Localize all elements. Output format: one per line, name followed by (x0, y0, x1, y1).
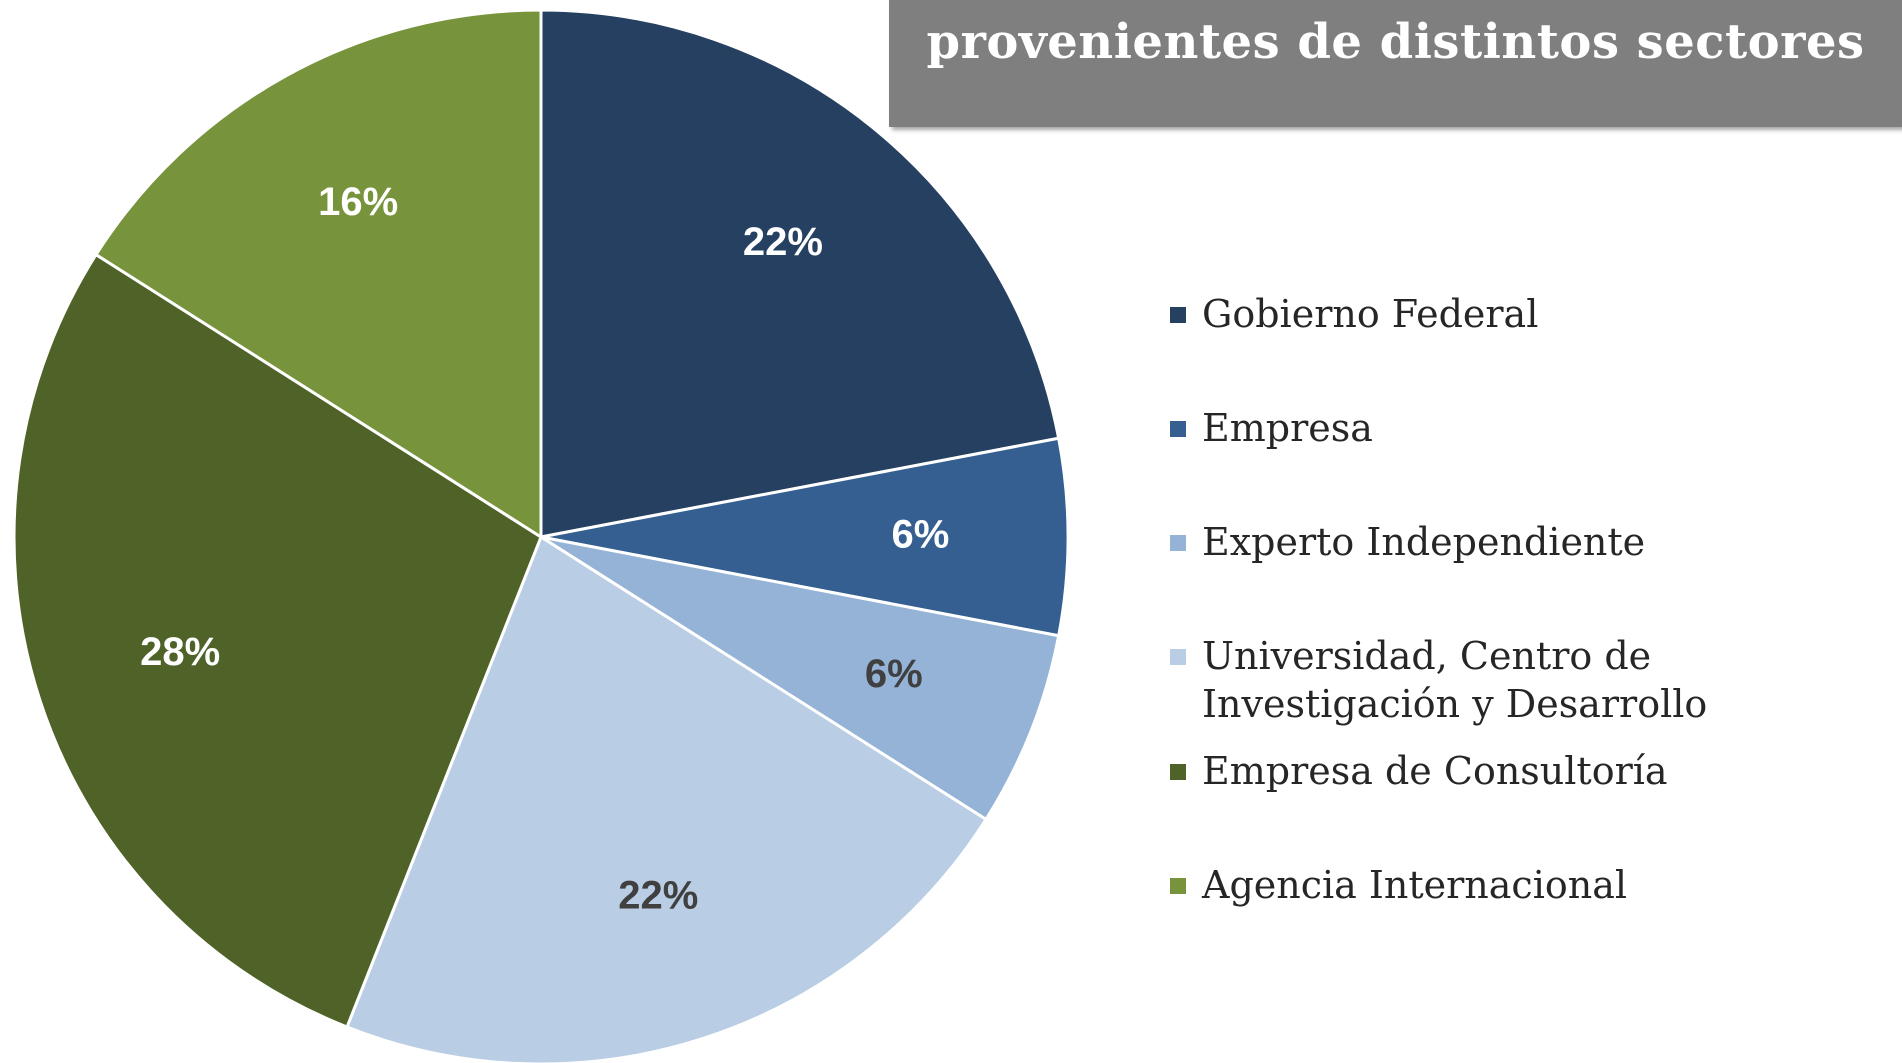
legend-swatch (1170, 307, 1186, 323)
legend-item: Experto Independiente (1170, 518, 1900, 566)
legend-label: Gobierno Federal (1202, 292, 1539, 336)
legend-label: Empresa (1202, 406, 1373, 450)
legend-label: Universidad, Centro de Investigación y D… (1202, 634, 1708, 726)
data-label: 6% (892, 513, 950, 557)
legend-swatch (1170, 878, 1186, 894)
data-label: 16% (318, 180, 398, 224)
pie-slice (540, 535, 1061, 822)
pie-slice (93, 8, 543, 540)
legend-item: Empresa de Consultoría (1170, 747, 1900, 795)
legend-label: Agencia Internacional (1202, 863, 1628, 907)
chart-title: provenientes de distintos sectores (926, 14, 1865, 70)
legend-swatch (1170, 421, 1186, 437)
legend-swatch (1170, 535, 1186, 551)
pie-slice (539, 8, 1061, 539)
title-box: provenientes de distintos sectores (889, 0, 1902, 127)
legend-label: Empresa de Consultoría (1202, 749, 1668, 793)
legend-swatch (1170, 649, 1186, 665)
pie-slice (345, 534, 989, 1063)
pie-slice (12, 252, 543, 1029)
pie-slice (540, 436, 1070, 638)
legend-item: Gobierno Federal (1170, 290, 1900, 338)
legend-label: Experto Independiente (1202, 520, 1646, 564)
legend-item: Universidad, Centro de Investigación y D… (1170, 632, 1900, 728)
data-label: 6% (865, 652, 923, 696)
data-label: 28% (140, 630, 220, 674)
data-label: 22% (618, 873, 698, 917)
legend-item: Empresa (1170, 404, 1900, 452)
legend-swatch (1170, 764, 1186, 780)
legend-item: Agencia Internacional (1170, 861, 1900, 909)
data-label: 22% (743, 220, 823, 264)
